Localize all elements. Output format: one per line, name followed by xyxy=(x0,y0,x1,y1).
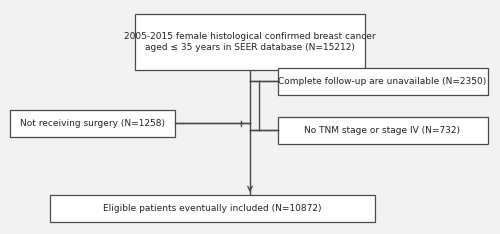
FancyBboxPatch shape xyxy=(10,110,175,137)
Text: Complete follow-up are unavailable (N=2350): Complete follow-up are unavailable (N=23… xyxy=(278,77,486,86)
Text: 2005-2015 female histological confirmed breast cancer
aged ≤ 35 years in SEER da: 2005-2015 female histological confirmed … xyxy=(124,33,376,52)
FancyBboxPatch shape xyxy=(50,195,375,222)
Text: Not receiving surgery (N=1258): Not receiving surgery (N=1258) xyxy=(20,119,165,128)
FancyBboxPatch shape xyxy=(278,117,488,144)
Text: No TNM stage or stage IV (N=732): No TNM stage or stage IV (N=732) xyxy=(304,126,460,135)
FancyBboxPatch shape xyxy=(278,68,488,95)
Text: Eligible patients eventually included (N=10872): Eligible patients eventually included (N… xyxy=(104,204,322,213)
FancyBboxPatch shape xyxy=(135,14,365,70)
